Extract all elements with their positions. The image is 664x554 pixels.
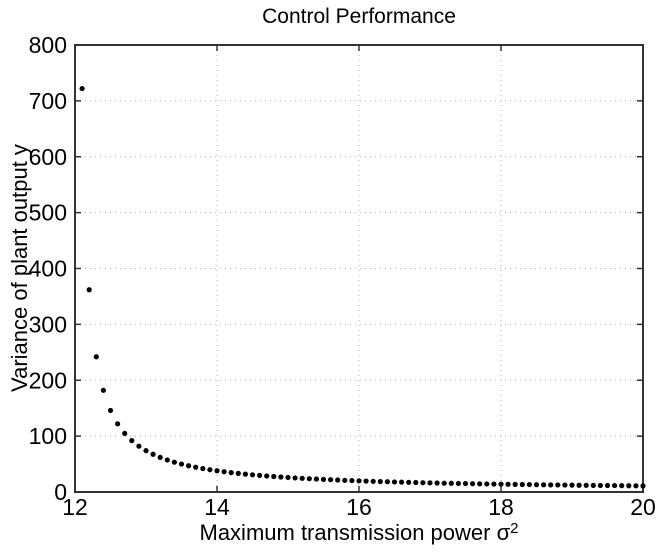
data-point (526, 481, 533, 488)
data-point (612, 482, 618, 489)
y-tick-label: 400 (29, 256, 67, 282)
data-point (200, 465, 206, 472)
data-point (328, 477, 334, 483)
data-point (164, 457, 170, 463)
data-point (299, 475, 305, 481)
data-point (583, 482, 589, 488)
data-point (533, 482, 540, 488)
data-point (143, 448, 149, 454)
data-point (406, 479, 412, 485)
data-point (555, 482, 561, 488)
data-point (377, 478, 383, 485)
data-point (264, 473, 270, 479)
data-point (93, 354, 99, 360)
data-point (306, 476, 312, 482)
data-point (590, 482, 596, 488)
y-tick-label: 300 (29, 311, 67, 337)
x-tick-label: 14 (204, 494, 230, 520)
data-point (79, 85, 85, 92)
data-point (320, 476, 327, 482)
data-point (434, 480, 440, 486)
data-point (462, 480, 469, 487)
data-point (228, 470, 234, 476)
data-point (626, 483, 632, 489)
data-point (313, 476, 319, 482)
y-tick-label: 500 (29, 200, 67, 226)
data-point (271, 473, 277, 480)
x-axis-label-text: Maximum transmission power σ (199, 520, 511, 545)
data-point (562, 482, 568, 488)
data-point (86, 287, 92, 293)
data-point (136, 443, 142, 449)
data-point (221, 469, 227, 475)
y-tick-label: 0 (54, 479, 67, 505)
x-tick-label: 18 (488, 494, 514, 520)
data-point (235, 470, 241, 476)
y-tick-label: 100 (29, 423, 67, 449)
x-tick-label: 12 (62, 494, 88, 520)
data-point (399, 479, 405, 485)
data-point (640, 483, 646, 489)
data-point (541, 482, 547, 488)
data-point (129, 437, 135, 444)
data-point (285, 474, 291, 481)
data-point (150, 451, 156, 457)
x-axis-label-exponent: 2 (510, 520, 519, 537)
data-point (178, 461, 185, 467)
data-point (477, 481, 483, 487)
y-tick-label: 800 (29, 32, 67, 58)
data-point (100, 387, 106, 393)
data-point (470, 481, 476, 487)
y-tick-label: 700 (29, 88, 67, 114)
data-point (214, 468, 220, 474)
data-point (604, 482, 611, 489)
data-point (342, 477, 348, 483)
data-point (171, 459, 177, 465)
data-point (633, 483, 639, 489)
x-tick-label: 16 (346, 494, 372, 520)
y-tick-label: 600 (29, 144, 67, 170)
data-point (207, 467, 213, 473)
data-point (349, 477, 355, 484)
data-point (448, 480, 454, 486)
data-point (335, 477, 341, 483)
data-point (484, 481, 490, 487)
data-point (370, 478, 376, 484)
data-point (491, 481, 497, 487)
data-point (498, 481, 504, 487)
data-point (107, 407, 114, 414)
data-point (391, 479, 398, 485)
data-point (576, 482, 582, 488)
data-point (157, 454, 163, 460)
data-point (427, 480, 433, 486)
data-point (257, 472, 263, 479)
data-point (548, 482, 554, 488)
x-tick-label: 20 (630, 494, 656, 520)
data-point (505, 481, 511, 487)
data-point (619, 483, 625, 489)
data-point (413, 479, 419, 486)
data-point (278, 474, 284, 480)
data-point (420, 480, 426, 486)
data-point (569, 482, 575, 488)
data-point (519, 481, 525, 488)
chart-title: Control Performance (262, 5, 456, 28)
data-point (363, 478, 369, 484)
y-tick-label: 200 (29, 367, 67, 393)
data-point (115, 421, 121, 427)
data-point (356, 478, 362, 484)
data-point (455, 480, 461, 487)
data-point (186, 463, 192, 469)
data-point (597, 482, 604, 489)
data-point (249, 472, 256, 478)
x-axis-label: Maximum transmission power σ2 (75, 520, 643, 546)
data-point (242, 471, 248, 477)
data-point (512, 481, 518, 488)
data-point (441, 480, 447, 486)
data-point (193, 464, 199, 470)
data-point (292, 475, 298, 481)
data-point (384, 479, 390, 485)
data-point (122, 430, 128, 436)
